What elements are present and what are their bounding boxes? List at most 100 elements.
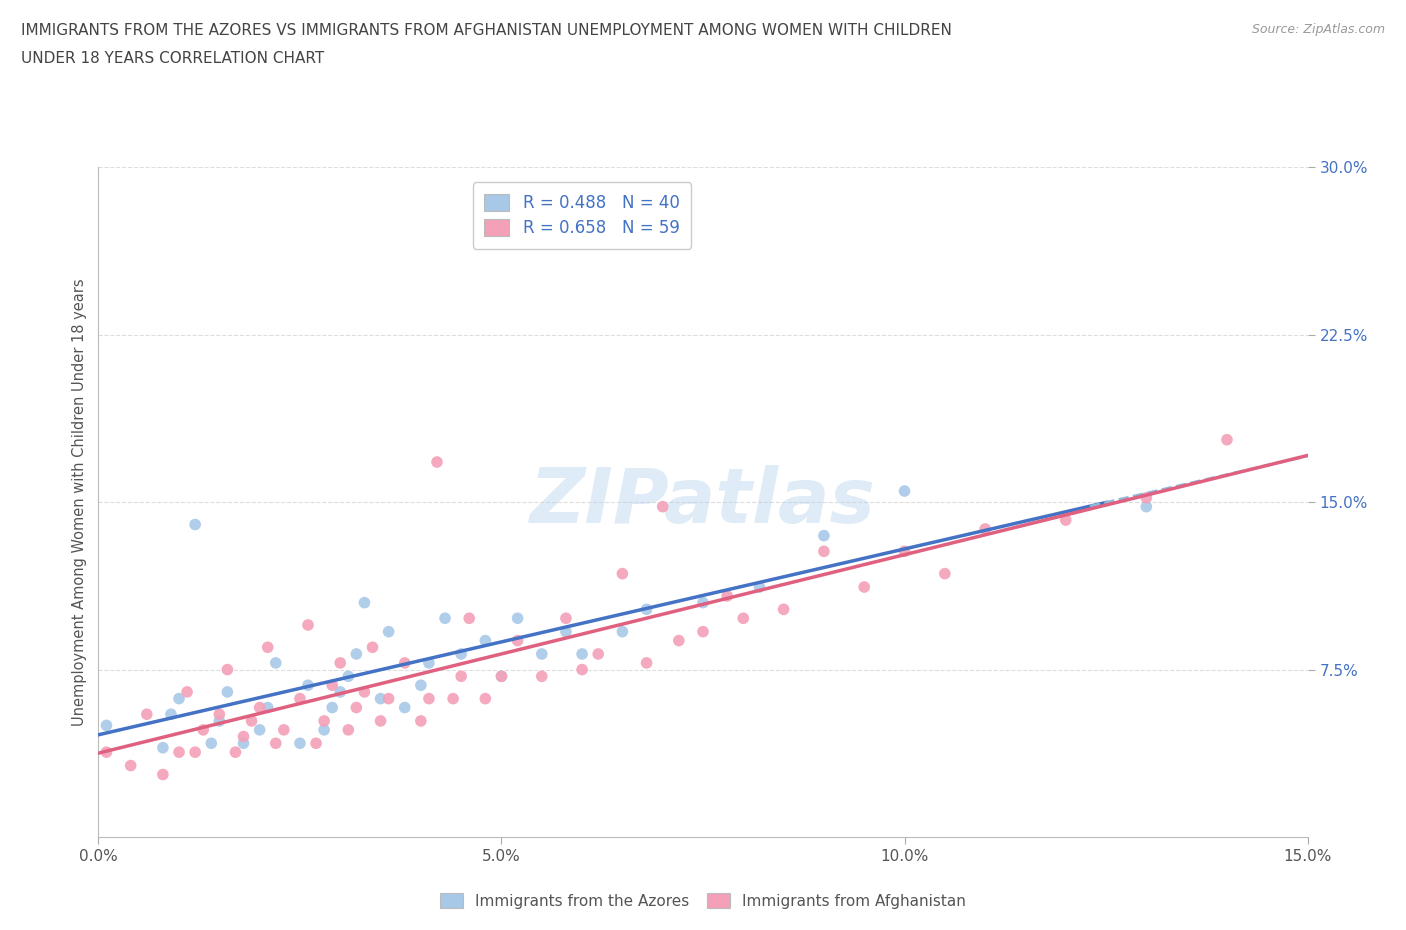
Point <box>409 678 432 693</box>
Point <box>288 736 311 751</box>
Point <box>530 669 553 684</box>
Point <box>288 691 311 706</box>
Point <box>135 707 157 722</box>
Point <box>1216 432 1239 447</box>
Point <box>314 713 336 728</box>
Point <box>297 618 319 632</box>
Point <box>256 700 278 715</box>
Point <box>193 723 215 737</box>
Point <box>264 656 287 671</box>
Point <box>370 691 392 706</box>
Point <box>337 723 360 737</box>
Point <box>297 678 319 693</box>
Point <box>893 484 915 498</box>
Point <box>377 691 399 706</box>
Point <box>491 669 513 684</box>
Point <box>555 624 578 639</box>
Point <box>314 723 336 737</box>
Point <box>321 678 343 693</box>
Point <box>1054 512 1077 527</box>
Point <box>184 517 207 532</box>
Point <box>394 700 416 715</box>
Point <box>571 646 593 661</box>
Point <box>370 713 392 728</box>
Text: UNDER 18 YEARS CORRELATION CHART: UNDER 18 YEARS CORRELATION CHART <box>21 51 325 66</box>
Point <box>224 745 246 760</box>
Point <box>974 522 997 537</box>
Point <box>184 745 207 760</box>
Point <box>612 624 634 639</box>
Point <box>337 669 360 684</box>
Point <box>361 640 384 655</box>
Point <box>232 729 254 744</box>
Point <box>152 740 174 755</box>
Point <box>353 595 375 610</box>
Point <box>893 544 915 559</box>
Point <box>217 662 239 677</box>
Point <box>491 669 513 684</box>
Point <box>353 684 375 699</box>
Point <box>120 758 142 773</box>
Point <box>555 611 578 626</box>
Text: ZIPatlas: ZIPatlas <box>530 465 876 539</box>
Point <box>716 589 738 604</box>
Point <box>167 691 190 706</box>
Y-axis label: Unemployment Among Women with Children Under 18 years: Unemployment Among Women with Children U… <box>72 278 87 726</box>
Point <box>458 611 481 626</box>
Point <box>176 684 198 699</box>
Point <box>344 700 367 715</box>
Point <box>249 723 271 737</box>
Point <box>321 700 343 715</box>
Point <box>450 669 472 684</box>
Point <box>409 713 432 728</box>
Point <box>96 745 118 760</box>
Point <box>394 656 416 671</box>
Point <box>152 767 174 782</box>
Text: IMMIGRANTS FROM THE AZORES VS IMMIGRANTS FROM AFGHANISTAN UNEMPLOYMENT AMONG WOM: IMMIGRANTS FROM THE AZORES VS IMMIGRANTS… <box>21 23 952 38</box>
Point <box>748 579 770 594</box>
Point <box>256 640 278 655</box>
Point <box>733 611 755 626</box>
Point <box>506 611 529 626</box>
Point <box>377 624 399 639</box>
Point <box>506 633 529 648</box>
Legend: Immigrants from the Azores, Immigrants from Afghanistan: Immigrants from the Azores, Immigrants f… <box>432 885 974 916</box>
Point <box>474 633 496 648</box>
Point <box>474 691 496 706</box>
Point <box>249 700 271 715</box>
Point <box>813 528 835 543</box>
Point <box>434 611 457 626</box>
Point <box>418 691 440 706</box>
Point <box>772 602 794 617</box>
Point <box>167 745 190 760</box>
Point <box>651 499 673 514</box>
Point <box>232 736 254 751</box>
Point <box>441 691 464 706</box>
Point <box>1135 490 1157 505</box>
Point <box>208 707 231 722</box>
Point <box>344 646 367 661</box>
Point <box>208 713 231 728</box>
Point <box>217 684 239 699</box>
Point <box>668 633 690 648</box>
Point <box>264 736 287 751</box>
Point <box>571 662 593 677</box>
Text: Source: ZipAtlas.com: Source: ZipAtlas.com <box>1251 23 1385 36</box>
Point <box>612 566 634 581</box>
Point <box>692 624 714 639</box>
Point <box>692 595 714 610</box>
Point <box>636 602 658 617</box>
Point <box>200 736 222 751</box>
Point <box>426 455 449 470</box>
Point <box>418 656 440 671</box>
Point <box>273 723 295 737</box>
Point <box>813 544 835 559</box>
Point <box>450 646 472 661</box>
Point <box>329 684 352 699</box>
Point <box>934 566 956 581</box>
Point <box>240 713 263 728</box>
Point <box>586 646 609 661</box>
Point <box>530 646 553 661</box>
Point <box>160 707 183 722</box>
Point <box>96 718 118 733</box>
